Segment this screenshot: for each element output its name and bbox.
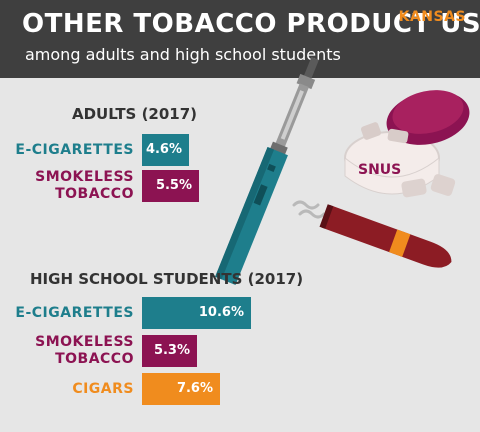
students-bar-0: 10.6% xyxy=(142,297,251,329)
students-value-label-0: 10.6% xyxy=(198,305,244,320)
adults-category-label-0: E-CIGARETTES xyxy=(15,142,134,158)
students-value-label-2: 7.6% xyxy=(176,381,213,396)
page-title: OTHER TOBACCO PRODUCT USE xyxy=(22,9,480,39)
students-category-label-0: E-CIGARETTES xyxy=(15,305,134,321)
adults-value-label-1: 5.5% xyxy=(155,178,192,193)
students-section-title: HIGH SCHOOL STUDENTS (2017) xyxy=(30,270,304,288)
students-bar-2: 7.6% xyxy=(142,373,220,405)
state-label: KANSAS xyxy=(398,9,466,25)
smoke-icon xyxy=(292,200,326,219)
adults-section-title: ADULTS (2017) xyxy=(72,105,198,123)
students-category-label-2: CIGARS xyxy=(72,381,134,397)
adults-category-label-1: SMOKELESS TOBACCO xyxy=(35,169,134,202)
header-banner: OTHER TOBACCO PRODUCT USE among adults a… xyxy=(0,0,480,78)
snus-tin-icon: SNUS xyxy=(344,90,470,198)
snus-label: SNUS xyxy=(358,162,401,178)
adults-value-label-0: 4.6% xyxy=(145,142,182,157)
page-subtitle: among adults and high school students xyxy=(25,45,341,64)
students-category-label-1: SMOKELESS TOBACCO xyxy=(35,334,134,367)
students-bar-1: 5.3% xyxy=(142,335,197,367)
students-value-label-1: 5.3% xyxy=(153,343,190,358)
adults-bar-1: 5.5% xyxy=(142,170,199,202)
e-cigarette-icon xyxy=(215,56,319,286)
adults-bar-0: 4.6% xyxy=(142,134,189,166)
cigar-icon xyxy=(319,204,452,268)
